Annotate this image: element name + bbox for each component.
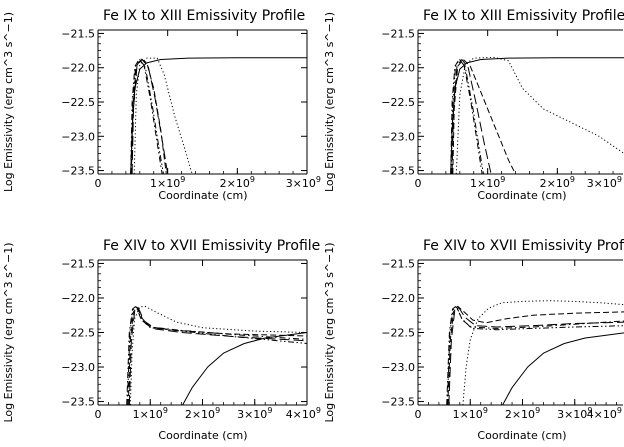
panel-top-right: Fe IX to XIII Emissivity Profile −21.5 −22… (323, 8, 624, 202)
series-line-dotted (133, 57, 193, 174)
series-line-dotted (455, 56, 624, 174)
x-tick-label: 0 (95, 408, 102, 421)
series-line-dashdotdot (446, 306, 624, 405)
x-tick-label: 0 (415, 408, 422, 421)
series-line-dashed (447, 305, 624, 405)
x-tick-label: 3×109 (286, 175, 321, 190)
series-line-longdash (448, 307, 624, 405)
chart-title: Fe XIV to XVII Emissivity Profile (423, 238, 624, 254)
y-tick-label: −23.0 (61, 130, 95, 143)
y-axis-label: Log Emissivity (erg cm^3 s^−1) (323, 12, 336, 192)
series-line-solid (450, 57, 624, 174)
x-tick-label: 4×109 (587, 406, 622, 421)
y-axis-label: Log Emissivity (erg cm^3 s^−1) (2, 12, 15, 192)
x-tick-label: 3×109 (237, 406, 272, 421)
series-line-dashdot (446, 305, 624, 405)
y-tick-label: −21.5 (381, 27, 415, 40)
x-tick-label: 2×109 (505, 406, 540, 421)
series-line-dashdotdot (130, 59, 164, 174)
panel-bottom-left: Fe XIV to XVII Emissivity Profile −21.5 −2… (2, 238, 321, 442)
y-tick-label: −21.5 (61, 27, 95, 40)
x-tick-label: 1×109 (150, 175, 185, 190)
y-axis-label: Log Emissivity (erg cm^3 s^−1) (323, 242, 336, 422)
chart-title: Fe IX to XIII Emissivity Profile (423, 8, 624, 24)
y-tick-label: −23.5 (381, 396, 415, 409)
y-tick-label: −22.5 (61, 327, 95, 340)
x-tick-label: 3×109 (557, 406, 592, 421)
x-tick-label: 3×109 (587, 175, 622, 190)
series-line-longdash (128, 307, 307, 405)
y-tick-label: −22.0 (61, 62, 95, 75)
series-line-dashdot (130, 59, 163, 174)
x-tick-label: 2×109 (185, 406, 220, 421)
y-tick-label: −21.5 (61, 257, 95, 270)
x-tick-label: 0 (415, 177, 422, 190)
chart-title: Fe IX to XIII Emissivity Profile (103, 8, 305, 24)
y-tick-label: −22.0 (381, 292, 415, 305)
y-tick-label: −21.5 (381, 257, 415, 270)
y-tick-label: −22.0 (61, 292, 95, 305)
series-line-dashdot (126, 305, 307, 405)
y-tick-label: −23.5 (381, 165, 415, 178)
series-line-dashdot (450, 59, 483, 174)
y-tick-label: −23.0 (381, 130, 415, 143)
x-tick-label: 4×109 (286, 406, 321, 421)
x-tick-label: 1×109 (453, 406, 488, 421)
chart-title: Fe XIV to XVII Emissivity Profile (103, 238, 320, 254)
y-tick-label: −23.5 (61, 396, 95, 409)
y-tick-label: −23.5 (61, 165, 95, 178)
series-line-dashed (127, 307, 307, 405)
panel-bottom-right: Fe XIV to XVII Emissivity Profile −21.5 −2… (323, 238, 624, 442)
x-axis-label: Coordinate (cm) (477, 189, 566, 202)
series-line-longdash (451, 59, 492, 174)
series-line-dashdotdot (126, 306, 307, 405)
y-tick-label: −22.5 (381, 327, 415, 340)
x-tick-label: 1×109 (133, 406, 168, 421)
x-axis-label: Coordinate (cm) (158, 429, 247, 442)
x-tick-label: 2×109 (220, 175, 255, 190)
series-line-solid (182, 332, 307, 405)
x-tick-label: 1×109 (470, 175, 505, 190)
x-tick-label: 0 (95, 177, 102, 190)
x-axis-label: Coordinate (cm) (158, 189, 247, 202)
series-line-dotted (129, 305, 307, 405)
series-line-solid (130, 57, 307, 174)
panel-top-left: Fe IX to XIII Emissivity Profile −21.5 −22… (2, 8, 321, 202)
x-axis-label: Coordinate (cm) (477, 429, 566, 442)
x-tick-label: 2×109 (540, 175, 575, 190)
y-tick-label: −22.5 (381, 96, 415, 109)
series-line-dashed (452, 59, 516, 174)
y-tick-label: −23.0 (61, 361, 95, 374)
y-axis-label: Log Emissivity (erg cm^3 s^−1) (2, 242, 15, 422)
series-line-longdash (131, 59, 169, 174)
series-line-dashdotdot (450, 59, 484, 174)
y-tick-label: −22.5 (61, 96, 95, 109)
y-tick-label: −23.0 (381, 361, 415, 374)
series-line-dotted (462, 300, 624, 405)
series-line-solid (502, 332, 624, 405)
y-tick-label: −22.0 (381, 62, 415, 75)
